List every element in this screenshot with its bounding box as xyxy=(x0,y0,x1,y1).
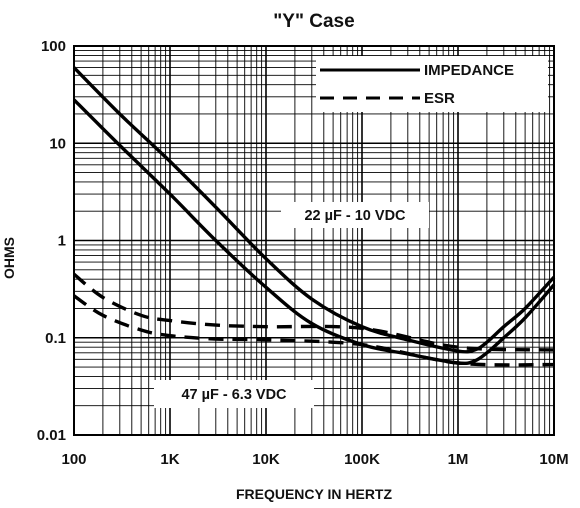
esr-curve-2 xyxy=(72,272,555,352)
series-group xyxy=(72,66,556,367)
x-tick-label: 10M xyxy=(539,451,568,468)
y-tick-label: 10 xyxy=(49,135,66,152)
impedance-curve-1 xyxy=(72,98,556,366)
y-tick-label: 0.01 xyxy=(37,427,66,444)
legend-label-impedance: IMPEDANCE xyxy=(424,62,514,79)
annotation-22uf-text: 22 µF - 10 VDC xyxy=(304,208,406,224)
annotation-22uf: 22 µF - 10 VDC xyxy=(281,202,429,228)
annotation-47uf: 47 µF - 6.3 VDC xyxy=(154,380,314,408)
x-tick-label: 100K xyxy=(344,451,380,468)
x-tick-label: 1K xyxy=(160,451,179,468)
annotation-22uf-box xyxy=(281,202,429,228)
x-tick-label: 10K xyxy=(252,451,280,468)
annotation-47uf-box xyxy=(154,380,314,408)
y-axis-label: OHMS xyxy=(1,237,17,279)
y-tick-labels: 0.01 0.1 1 10 100 xyxy=(37,38,66,444)
plot-frame xyxy=(73,45,555,436)
y-tick-label: 100 xyxy=(41,38,66,55)
y-tick-label: 1 xyxy=(58,233,66,250)
x-tick-labels: 100 1K 10K 100K 1M 10M xyxy=(61,451,568,468)
y-tick-label: 0.1 xyxy=(45,330,66,347)
legend-label-esr: ESR xyxy=(424,90,455,107)
x-tick-label: 1M xyxy=(448,451,469,468)
legend: IMPEDANCE ESR xyxy=(316,56,548,112)
grid xyxy=(73,46,554,436)
x-tick-label: 100 xyxy=(61,451,86,468)
legend-box xyxy=(316,56,548,112)
x-axis-label: FREQUENCY IN HERTZ xyxy=(236,486,393,502)
chart-title: "Y" Case xyxy=(273,11,354,32)
annotation-47uf-text: 47 µF - 6.3 VDC xyxy=(181,387,287,403)
esr-curve-3 xyxy=(73,294,555,367)
